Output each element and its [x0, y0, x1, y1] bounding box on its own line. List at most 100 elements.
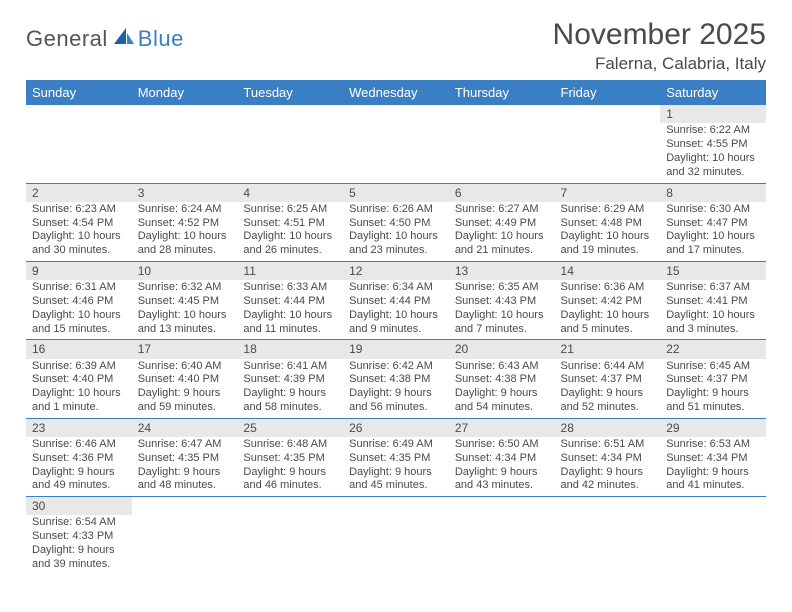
daylight-text: Daylight: 10 hours and 32 minutes.	[666, 152, 760, 180]
calendar-cell: 22Sunrise: 6:45 AMSunset: 4:37 PMDayligh…	[660, 340, 766, 418]
daylight-text: Daylight: 10 hours and 28 minutes.	[138, 230, 232, 258]
daylight-text: Daylight: 9 hours and 39 minutes.	[32, 544, 126, 572]
sunset-text: Sunset: 4:43 PM	[455, 295, 549, 309]
calendar-cell	[555, 105, 661, 183]
day-details: Sunrise: 6:41 AMSunset: 4:39 PMDaylight:…	[237, 359, 343, 418]
day-details: Sunrise: 6:33 AMSunset: 4:44 PMDaylight:…	[237, 280, 343, 339]
calendar-week-row: 23Sunrise: 6:46 AMSunset: 4:36 PMDayligh…	[26, 418, 766, 496]
sunrise-text: Sunrise: 6:44 AM	[561, 360, 655, 374]
day-number: 9	[26, 262, 132, 280]
sunrise-text: Sunrise: 6:48 AM	[243, 438, 337, 452]
day-number: 10	[132, 262, 238, 280]
day-details: Sunrise: 6:47 AMSunset: 4:35 PMDaylight:…	[132, 437, 238, 496]
calendar-cell	[555, 497, 661, 575]
calendar-cell	[343, 105, 449, 183]
logo-text-general: General	[26, 26, 108, 52]
day-details: Sunrise: 6:40 AMSunset: 4:40 PMDaylight:…	[132, 359, 238, 418]
day-details: Sunrise: 6:30 AMSunset: 4:47 PMDaylight:…	[660, 202, 766, 261]
daylight-text: Daylight: 10 hours and 15 minutes.	[32, 309, 126, 337]
calendar-cell: 30Sunrise: 6:54 AMSunset: 4:33 PMDayligh…	[26, 497, 132, 575]
daylight-text: Daylight: 10 hours and 9 minutes.	[349, 309, 443, 337]
sunrise-text: Sunrise: 6:46 AM	[32, 438, 126, 452]
sunrise-text: Sunrise: 6:53 AM	[666, 438, 760, 452]
daylight-text: Daylight: 10 hours and 30 minutes.	[32, 230, 126, 258]
sunrise-text: Sunrise: 6:49 AM	[349, 438, 443, 452]
calendar-cell: 20Sunrise: 6:43 AMSunset: 4:38 PMDayligh…	[449, 340, 555, 418]
sunset-text: Sunset: 4:44 PM	[243, 295, 337, 309]
calendar-cell: 4Sunrise: 6:25 AMSunset: 4:51 PMDaylight…	[237, 183, 343, 261]
day-details: Sunrise: 6:46 AMSunset: 4:36 PMDaylight:…	[26, 437, 132, 496]
sunset-text: Sunset: 4:52 PM	[138, 217, 232, 231]
calendar-cell: 16Sunrise: 6:39 AMSunset: 4:40 PMDayligh…	[26, 340, 132, 418]
daylight-text: Daylight: 9 hours and 42 minutes.	[561, 466, 655, 494]
sunset-text: Sunset: 4:47 PM	[666, 217, 760, 231]
calendar-cell: 1Sunrise: 6:22 AMSunset: 4:55 PMDaylight…	[660, 105, 766, 183]
calendar-cell: 3Sunrise: 6:24 AMSunset: 4:52 PMDaylight…	[132, 183, 238, 261]
calendar-cell: 29Sunrise: 6:53 AMSunset: 4:34 PMDayligh…	[660, 418, 766, 496]
day-details: Sunrise: 6:36 AMSunset: 4:42 PMDaylight:…	[555, 280, 661, 339]
daylight-text: Daylight: 9 hours and 49 minutes.	[32, 466, 126, 494]
sunrise-text: Sunrise: 6:50 AM	[455, 438, 549, 452]
header: General Blue November 2025 Falerna, Cala…	[26, 18, 766, 74]
calendar-cell: 6Sunrise: 6:27 AMSunset: 4:49 PMDaylight…	[449, 183, 555, 261]
sunset-text: Sunset: 4:35 PM	[243, 452, 337, 466]
daylight-text: Daylight: 9 hours and 43 minutes.	[455, 466, 549, 494]
daylight-text: Daylight: 9 hours and 56 minutes.	[349, 387, 443, 415]
day-details: Sunrise: 6:37 AMSunset: 4:41 PMDaylight:…	[660, 280, 766, 339]
day-details: Sunrise: 6:29 AMSunset: 4:48 PMDaylight:…	[555, 202, 661, 261]
day-number: 3	[132, 184, 238, 202]
title-block: November 2025 Falerna, Calabria, Italy	[553, 18, 766, 74]
sunrise-text: Sunrise: 6:54 AM	[32, 516, 126, 530]
day-number: 1	[660, 105, 766, 123]
page: General Blue November 2025 Falerna, Cala…	[0, 0, 792, 575]
sunrise-text: Sunrise: 6:30 AM	[666, 203, 760, 217]
sunset-text: Sunset: 4:33 PM	[32, 530, 126, 544]
weekday-header-row: Sunday Monday Tuesday Wednesday Thursday…	[26, 80, 766, 105]
daylight-text: Daylight: 10 hours and 23 minutes.	[349, 230, 443, 258]
sunrise-text: Sunrise: 6:45 AM	[666, 360, 760, 374]
sunset-text: Sunset: 4:49 PM	[455, 217, 549, 231]
sunrise-text: Sunrise: 6:29 AM	[561, 203, 655, 217]
day-details: Sunrise: 6:27 AMSunset: 4:49 PMDaylight:…	[449, 202, 555, 261]
daylight-text: Daylight: 9 hours and 58 minutes.	[243, 387, 337, 415]
calendar-cell: 5Sunrise: 6:26 AMSunset: 4:50 PMDaylight…	[343, 183, 449, 261]
day-details: Sunrise: 6:51 AMSunset: 4:34 PMDaylight:…	[555, 437, 661, 496]
sunrise-text: Sunrise: 6:41 AM	[243, 360, 337, 374]
day-number: 6	[449, 184, 555, 202]
calendar-cell: 2Sunrise: 6:23 AMSunset: 4:54 PMDaylight…	[26, 183, 132, 261]
day-number: 16	[26, 340, 132, 358]
day-number: 18	[237, 340, 343, 358]
weekday-header: Friday	[555, 80, 661, 105]
day-number: 25	[237, 419, 343, 437]
calendar-week-row: 9Sunrise: 6:31 AMSunset: 4:46 PMDaylight…	[26, 261, 766, 339]
calendar-cell: 15Sunrise: 6:37 AMSunset: 4:41 PMDayligh…	[660, 261, 766, 339]
sunrise-text: Sunrise: 6:23 AM	[32, 203, 126, 217]
sunset-text: Sunset: 4:36 PM	[32, 452, 126, 466]
sunset-text: Sunset: 4:46 PM	[32, 295, 126, 309]
sunset-text: Sunset: 4:44 PM	[349, 295, 443, 309]
calendar-cell	[237, 497, 343, 575]
day-number: 26	[343, 419, 449, 437]
sunrise-text: Sunrise: 6:26 AM	[349, 203, 443, 217]
calendar-week-row: 30Sunrise: 6:54 AMSunset: 4:33 PMDayligh…	[26, 497, 766, 575]
sunset-text: Sunset: 4:39 PM	[243, 373, 337, 387]
sunset-text: Sunset: 4:34 PM	[666, 452, 760, 466]
day-details: Sunrise: 6:54 AMSunset: 4:33 PMDaylight:…	[26, 515, 132, 574]
day-number: 17	[132, 340, 238, 358]
day-number: 24	[132, 419, 238, 437]
day-number: 22	[660, 340, 766, 358]
sunrise-text: Sunrise: 6:34 AM	[349, 281, 443, 295]
calendar-table: Sunday Monday Tuesday Wednesday Thursday…	[26, 80, 766, 575]
calendar-cell	[343, 497, 449, 575]
weekday-header: Tuesday	[237, 80, 343, 105]
sunrise-text: Sunrise: 6:51 AM	[561, 438, 655, 452]
day-details: Sunrise: 6:42 AMSunset: 4:38 PMDaylight:…	[343, 359, 449, 418]
sail-icon	[112, 27, 136, 52]
day-number: 29	[660, 419, 766, 437]
daylight-text: Daylight: 10 hours and 11 minutes.	[243, 309, 337, 337]
calendar-cell: 10Sunrise: 6:32 AMSunset: 4:45 PMDayligh…	[132, 261, 238, 339]
sunrise-text: Sunrise: 6:22 AM	[666, 124, 760, 138]
calendar-cell: 21Sunrise: 6:44 AMSunset: 4:37 PMDayligh…	[555, 340, 661, 418]
sunset-text: Sunset: 4:40 PM	[138, 373, 232, 387]
sunset-text: Sunset: 4:48 PM	[561, 217, 655, 231]
